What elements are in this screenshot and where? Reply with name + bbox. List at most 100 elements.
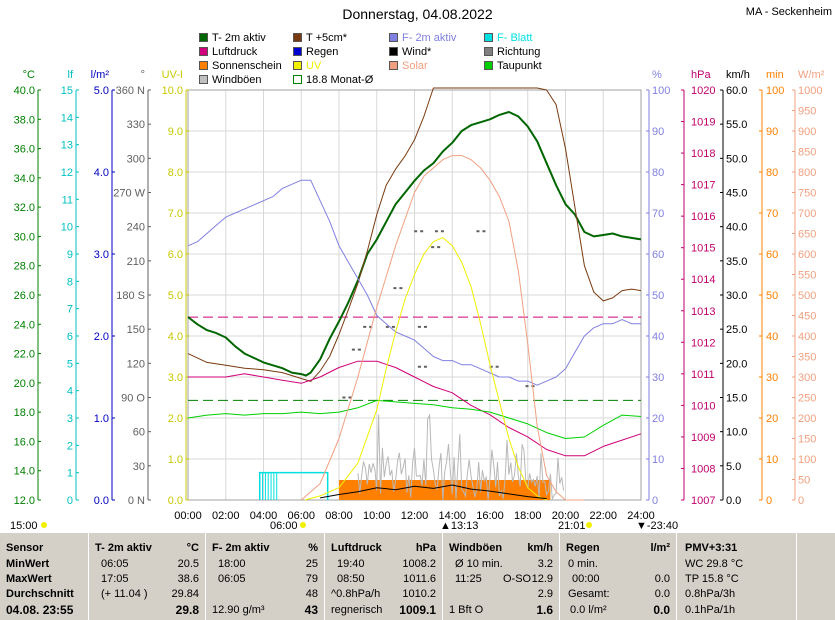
- timestamp: 04.08. 23:55: [6, 603, 74, 617]
- chart-title: Donnerstag, 04.08.2022: [342, 6, 493, 22]
- axis-tick-label-leafwet: 5: [67, 358, 73, 370]
- axis-tick-label-uv: 1.0: [168, 454, 183, 466]
- wind-avg-val: 3.2: [537, 558, 553, 570]
- axis-tick-label-direction: 240: [127, 222, 145, 234]
- axis-tick-label-uv: 2.0: [168, 413, 183, 425]
- temp-title: T- 2m aktiv: [95, 542, 152, 554]
- axis-tick-label-solar: 750: [798, 188, 816, 200]
- axis-tick-label-solar: 500: [798, 290, 816, 302]
- axis-tick-label-solar: 250: [798, 393, 816, 405]
- axis-tick-label-leafwet: 12: [61, 167, 73, 179]
- sensor-column: Sensor MinWert MaxWert Durchschnitt 04.0…: [0, 533, 88, 620]
- axis-tick-label-sunshine: 70: [766, 208, 778, 220]
- durchschnitt-label: Durchschnitt: [6, 588, 74, 600]
- legend-label: Regen: [306, 46, 339, 58]
- press-current: 1009.1: [399, 603, 436, 617]
- wind-current: 1.6: [536, 603, 553, 617]
- axis-tick-label-solar: 450: [798, 311, 816, 323]
- x-tick-label: 24:00: [627, 510, 655, 522]
- x-tick-label: 04:00: [250, 510, 278, 522]
- legend-label: T +5cm*: [306, 32, 348, 44]
- legend-item: F- 2m aktiv: [389, 32, 456, 44]
- axis-tick-label-wind: 10.0: [726, 427, 747, 439]
- axis-tick-label-temp: 16.0: [14, 436, 35, 448]
- legend-item: 18.8 Monat-Ø: [293, 74, 373, 86]
- legend-swatch: [293, 61, 302, 70]
- axis-tick-label-leafwet: 15: [61, 85, 73, 97]
- wind-bft: 1 Bft O: [449, 604, 484, 616]
- axis-tick-label-humidity: 0: [652, 495, 658, 507]
- series-line: [320, 484, 547, 500]
- axis-tick-label-direction: 330: [127, 119, 145, 131]
- axis-tick-label-wind: 55.0: [726, 119, 747, 131]
- x-tick-label: 12:00: [401, 510, 429, 522]
- legend-label: F- Blatt: [497, 32, 533, 44]
- axis-tick-label-solar: 350: [798, 352, 816, 364]
- legend-swatch: [199, 33, 208, 42]
- station-name: MA - Seckenheim: [745, 6, 832, 18]
- axis-tick-label-solar: 1000: [798, 85, 822, 97]
- x-tick-label: 08:00: [325, 510, 353, 522]
- axis-tick-label-temp: 32.0: [14, 202, 35, 214]
- legend-item: T- 2m aktiv: [199, 32, 266, 44]
- rain-r2-val: 0.0: [654, 573, 670, 585]
- axis-tick-label-leafwet: 2: [67, 440, 73, 452]
- maxwert-label: MaxWert: [6, 573, 52, 585]
- axis-tick-label-leafwet: 1: [67, 468, 73, 480]
- legend-swatch: [293, 33, 302, 42]
- axis-tick-label-wind: 60.0: [726, 85, 747, 97]
- humidity-column: F- 2m aktiv% 18:00 25 06:05 79 48 12.90 g/…: [205, 533, 324, 620]
- axis-tick-label-direction: 60: [133, 427, 145, 439]
- axis-tick-label-temp: 30.0: [14, 231, 35, 243]
- series-line: [187, 179, 641, 386]
- stats-footer: Sensor MinWert MaxWert Durchschnitt 04.0…: [0, 533, 835, 620]
- axis-tick-label-pressure: 1014: [691, 274, 715, 286]
- axis-tick-label-humidity: 50: [652, 290, 664, 302]
- legend-label: Windböen: [212, 74, 262, 86]
- legend-swatch: [199, 75, 208, 84]
- hum-current: 43: [304, 603, 318, 617]
- axis-tick-label-leafwet: 0: [67, 495, 73, 507]
- axis-unit-humidity: %: [652, 69, 662, 81]
- rain-r2-time: 00:00: [572, 573, 600, 585]
- axis-tick-label-rain: 0.0: [94, 495, 109, 507]
- temp-avg: 29.84: [171, 588, 199, 600]
- axis-tick-label-rain: 4.0: [94, 167, 109, 179]
- series-line: [187, 111, 642, 377]
- axis-tick-label-leafwet: 13: [61, 140, 73, 152]
- axis-tick-label-pressure: 1019: [691, 117, 715, 129]
- legend-item: Wind*: [389, 46, 431, 58]
- axis-tick-label-temp: 20.0: [14, 378, 35, 390]
- axis-tick-label-solar: 650: [798, 229, 816, 241]
- rain-column: Regen l/m² 0 min. 00:00 0.0 Gesamt: 0.0 0.0…: [559, 533, 676, 620]
- wind-title: Windböen: [449, 542, 503, 554]
- time-mark: 21:01: [558, 520, 586, 532]
- axis-tick-label-wind: 15.0: [726, 393, 747, 405]
- pmv-l1: WC 29.8 °C: [685, 558, 744, 570]
- sunshine-band: [339, 480, 551, 500]
- axis-tick-label-leafwet: 3: [67, 413, 73, 425]
- legend-swatch: [199, 61, 208, 70]
- legend-item: Richtung: [484, 46, 540, 58]
- axis-tick-label-rain: 3.0: [94, 249, 109, 261]
- axis-tick-label-solar: 150: [798, 434, 816, 446]
- axis-tick-label-temp: 38.0: [14, 114, 35, 126]
- axis-tick-label-solar: 400: [798, 331, 816, 343]
- axis-tick-label-humidity: 60: [652, 249, 664, 261]
- axis-tick-label-sunshine: 80: [766, 167, 778, 179]
- legend-item: Taupunkt: [484, 60, 542, 72]
- legend-label: Taupunkt: [497, 60, 542, 72]
- press-trend: ^0.8hPa/h: [331, 588, 381, 600]
- axis-tick-label-direction: 0 N: [128, 495, 145, 507]
- axis-tick-label-wind: 0.0: [726, 495, 741, 507]
- wind-column: Windböen km/h Ø 10 min. 3.2 11:25 O-SO 12.9 …: [442, 533, 559, 620]
- wind-max-dir: O-SO: [503, 573, 532, 585]
- axis-unit-temp: °C: [23, 69, 35, 81]
- axis-tick-label-solar: 850: [798, 147, 816, 159]
- legend-label: UV: [306, 60, 322, 72]
- x-tick-label: 06:00: [287, 510, 315, 522]
- axis-tick-label-uv: 4.0: [168, 331, 183, 343]
- series-line: [187, 87, 642, 382]
- pmv-column: PMV+3:31 WC 29.8 °C TP 15.8 °C 0.8hPa/3h…: [676, 533, 796, 620]
- legend-item: Sonnenschein: [199, 60, 282, 72]
